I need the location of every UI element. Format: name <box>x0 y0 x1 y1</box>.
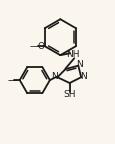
Text: SH: SH <box>63 90 75 99</box>
Text: —: — <box>7 75 18 85</box>
Text: N: N <box>80 72 86 82</box>
Text: N: N <box>76 60 82 69</box>
Text: —O: —O <box>29 42 45 51</box>
Text: NH: NH <box>65 50 79 59</box>
Text: N: N <box>51 72 58 82</box>
